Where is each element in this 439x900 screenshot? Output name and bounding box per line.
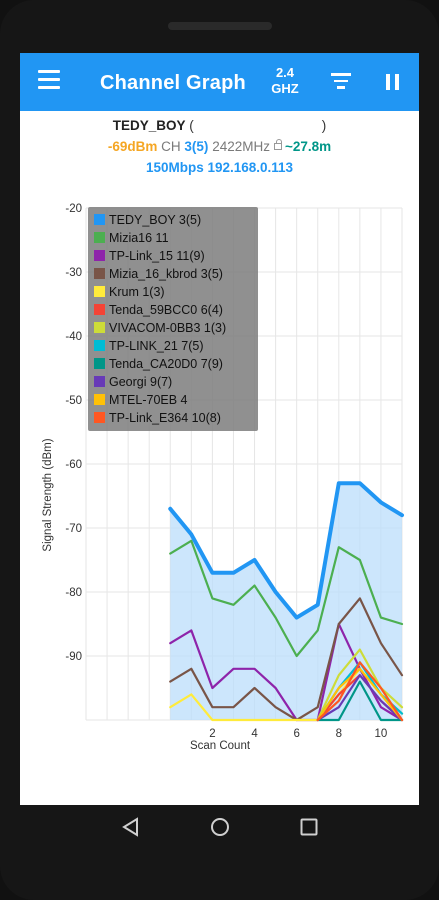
x-tick-label: 4 bbox=[251, 728, 258, 740]
y-tick-label: -50 bbox=[65, 395, 82, 407]
series-fill-0 bbox=[170, 483, 402, 720]
system-nav-bar bbox=[0, 805, 439, 849]
y-tick-label: -30 bbox=[65, 267, 82, 279]
legend-label: TP-Link_15 11(9) bbox=[109, 249, 205, 263]
legend-swatch bbox=[94, 268, 105, 279]
y-tick-label: -80 bbox=[65, 587, 82, 599]
legend-swatch bbox=[94, 232, 105, 243]
legend-swatch bbox=[94, 250, 105, 261]
x-tick-label: 10 bbox=[375, 728, 388, 740]
hamburger-menu-icon[interactable] bbox=[38, 70, 60, 90]
connection-info: TEDY_BOY () -69dBm CH 3(5) 2422MHz ~27.8m… bbox=[20, 115, 419, 178]
series-line-0 bbox=[168, 481, 404, 620]
legend-label: Mizia16 11 bbox=[109, 231, 169, 245]
frequency: 2422MHz bbox=[212, 139, 270, 154]
phone-speaker bbox=[168, 22, 272, 30]
series-line-10 bbox=[316, 667, 404, 722]
legend-label: TP-LINK_21 7(5) bbox=[109, 339, 203, 353]
series-line-2 bbox=[169, 622, 404, 722]
x-tick-label: 8 bbox=[336, 728, 342, 740]
legend-swatch bbox=[94, 214, 105, 225]
paren-close: ) bbox=[321, 118, 327, 133]
series-line-8 bbox=[316, 680, 404, 722]
x-axis-ticks: 2 4 6 8 10 bbox=[209, 728, 387, 740]
legend: TEDY_BOY 3(5) Mizia16 11 TP-Link_15 11(9) M… bbox=[88, 207, 258, 431]
pause-icon[interactable] bbox=[385, 74, 401, 90]
legend-swatch bbox=[94, 304, 105, 315]
legend-label: MTEL-70EB 4 bbox=[109, 393, 188, 407]
legend-label: Krum 1(3) bbox=[109, 285, 165, 299]
home-circle-icon[interactable] bbox=[209, 816, 231, 838]
signal-strength: -69dBm bbox=[107, 139, 158, 154]
y-tick-label: -70 bbox=[65, 523, 82, 535]
channel-graph-chart: -20 -30 -40 -50 -60 -70 -80 -90 2 4 6 8 10 Signal S… bbox=[42, 203, 404, 752]
channel-value: 3(5) bbox=[184, 139, 209, 154]
app-bar: Channel Graph 2.4 GHZ bbox=[20, 53, 419, 111]
series-fill-area bbox=[170, 483, 402, 720]
connected-ssid: TEDY_BOY bbox=[112, 118, 186, 133]
legend-swatch bbox=[94, 340, 105, 351]
band-unit: GHZ bbox=[271, 81, 299, 96]
y-tick-label: -20 bbox=[65, 203, 82, 215]
filter-icon[interactable] bbox=[331, 73, 351, 91]
legend-swatch bbox=[94, 412, 105, 423]
legend-swatch bbox=[94, 394, 105, 405]
legend-label: TP-Link_E364 10(8) bbox=[109, 411, 221, 425]
y-axis-label: Signal Strength (dBm) bbox=[42, 438, 54, 551]
legend-label: Georgi 9(7) bbox=[109, 375, 172, 389]
legend-label: VIVACOM-0BB3 1(3) bbox=[109, 321, 226, 335]
x-tick-label: 6 bbox=[293, 728, 299, 740]
legend-swatch bbox=[94, 358, 105, 369]
y-tick-label: -40 bbox=[65, 331, 82, 343]
page-title: Channel Graph bbox=[100, 72, 246, 94]
legend-swatch bbox=[94, 322, 105, 333]
distance: ~27.8m bbox=[284, 139, 332, 154]
legend-label: TEDY_BOY 3(5) bbox=[109, 213, 201, 227]
app-screen: Channel Graph 2.4 GHZ TEDY_BOY () -69dBm… bbox=[20, 53, 419, 805]
legend-label: Tenda_CA20D0 7(9) bbox=[109, 357, 223, 371]
legend-label: Tenda_59BCC0 6(4) bbox=[109, 303, 223, 317]
channel-label: CH bbox=[161, 139, 181, 154]
legend-swatch bbox=[94, 376, 105, 387]
link-info: 150Mbps 192.168.0.113 bbox=[145, 160, 294, 175]
recents-square-icon[interactable] bbox=[298, 816, 320, 838]
lock-icon bbox=[273, 138, 282, 150]
legend-label: Mizia_16_kbrod 3(5) bbox=[109, 267, 223, 281]
back-triangle-icon[interactable] bbox=[120, 816, 142, 838]
band-number: 2.4 bbox=[275, 65, 295, 80]
y-axis-ticks: -20 -30 -40 -50 -60 -70 -80 -90 bbox=[65, 203, 82, 663]
x-axis-label: Scan Count bbox=[190, 740, 251, 752]
paren-open: ( bbox=[189, 118, 194, 133]
series-line-11 bbox=[316, 661, 404, 722]
series-line-1 bbox=[169, 539, 404, 658]
y-tick-label: -90 bbox=[65, 651, 82, 663]
legend-swatch bbox=[94, 286, 105, 297]
x-tick-label: 2 bbox=[209, 728, 215, 740]
series-line-3 bbox=[169, 597, 404, 722]
series-line-9 bbox=[316, 674, 404, 722]
band-toggle-button[interactable]: 2.4 GHZ bbox=[266, 65, 304, 97]
series-line-6 bbox=[316, 648, 404, 722]
series-lines bbox=[168, 481, 404, 722]
y-tick-label: -60 bbox=[65, 459, 82, 471]
legend-background bbox=[88, 207, 258, 431]
